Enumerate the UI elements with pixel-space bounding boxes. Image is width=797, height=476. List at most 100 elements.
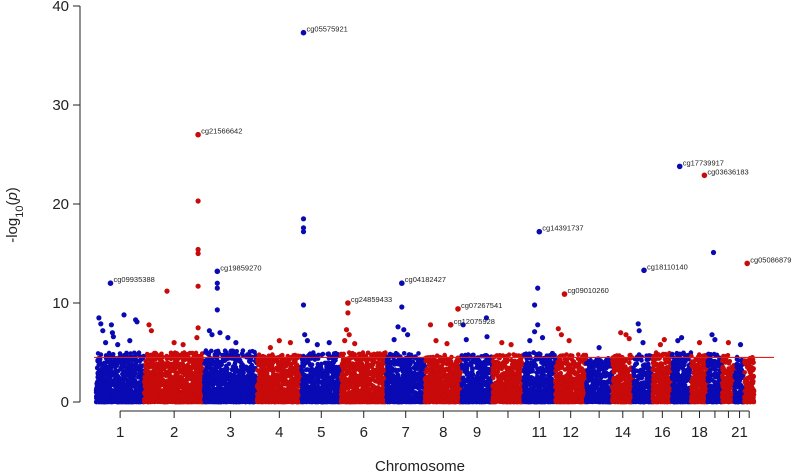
data-point — [223, 382, 229, 388]
data-point — [322, 392, 328, 398]
data-point — [172, 360, 177, 366]
data-point — [137, 387, 142, 393]
data-point — [330, 384, 336, 390]
data-point — [242, 385, 248, 390]
data-point — [94, 395, 100, 401]
data-point — [191, 381, 197, 387]
data-point — [123, 354, 129, 359]
data-point — [206, 359, 212, 364]
data-point — [359, 351, 364, 357]
data-point — [307, 388, 312, 393]
data-point — [111, 389, 117, 395]
data-point — [219, 395, 224, 401]
data-point — [306, 395, 312, 401]
data-point — [98, 352, 104, 357]
data-point — [295, 391, 300, 397]
data-point — [189, 377, 195, 382]
data-point — [158, 358, 163, 364]
data-point — [209, 390, 215, 396]
data-point — [307, 368, 312, 373]
data-point — [174, 399, 180, 405]
data-point — [251, 397, 256, 402]
chromosome-7-points — [384, 350, 428, 405]
chromosome-1-points — [93, 350, 147, 405]
data-point — [114, 375, 120, 381]
data-point — [242, 391, 247, 397]
data-point — [143, 396, 148, 401]
baseline-points — [93, 348, 757, 405]
data-point — [301, 384, 306, 389]
data-point — [331, 360, 337, 365]
data-point — [95, 375, 100, 380]
data-point — [128, 351, 133, 356]
data-point — [128, 368, 133, 373]
data-point — [229, 398, 234, 403]
data-point — [340, 398, 346, 403]
data-point — [159, 351, 164, 357]
data-point — [234, 391, 239, 397]
data-point — [116, 384, 122, 390]
data-point — [241, 378, 246, 384]
data-point — [220, 387, 226, 392]
data-point — [260, 379, 266, 385]
data-point — [107, 385, 112, 391]
data-point — [254, 384, 260, 389]
data-point — [286, 399, 291, 404]
data-point — [192, 397, 197, 403]
data-point — [100, 399, 105, 405]
data-point — [268, 358, 274, 363]
data-point — [367, 398, 372, 404]
data-point — [95, 370, 101, 375]
data-point — [318, 363, 323, 369]
data-point — [159, 392, 164, 397]
data-point — [291, 366, 296, 372]
data-point — [222, 348, 228, 354]
data-point — [219, 378, 225, 383]
chromosome-3-points — [201, 348, 260, 405]
data-point — [374, 394, 380, 400]
data-point — [260, 386, 266, 392]
data-point — [100, 366, 105, 371]
data-point — [197, 364, 203, 369]
data-point — [364, 391, 370, 396]
data-point — [292, 376, 298, 381]
chromosome-2-points — [142, 350, 207, 405]
data-point — [203, 399, 208, 404]
data-point — [113, 385, 118, 390]
data-point — [283, 358, 289, 363]
data-point — [95, 365, 100, 370]
data-point — [367, 381, 372, 387]
data-point — [344, 379, 349, 384]
data-point — [187, 369, 192, 374]
data-point — [318, 395, 324, 401]
data-point — [175, 352, 181, 358]
data-point — [134, 352, 139, 357]
data-point — [171, 385, 176, 391]
data-point — [190, 350, 195, 356]
data-point — [186, 394, 192, 400]
data-point — [279, 389, 285, 394]
data-point — [238, 369, 244, 375]
data-point — [339, 377, 345, 383]
data-point — [119, 360, 125, 366]
data-point — [124, 367, 130, 373]
data-point — [283, 378, 289, 384]
data-point — [377, 369, 382, 375]
data-point — [276, 361, 282, 367]
data-point — [401, 351, 407, 356]
data-point — [203, 388, 209, 394]
data-point — [208, 364, 213, 369]
data-point — [219, 372, 225, 378]
data-point — [142, 379, 147, 384]
data-point — [133, 359, 139, 365]
data-point — [271, 374, 276, 380]
data-point — [263, 390, 269, 395]
data-point — [359, 397, 364, 403]
data-point — [351, 381, 356, 387]
data-point — [362, 386, 368, 391]
data-point — [168, 399, 174, 404]
data-point — [197, 377, 203, 383]
data-point — [182, 390, 188, 395]
data-point — [234, 349, 239, 354]
